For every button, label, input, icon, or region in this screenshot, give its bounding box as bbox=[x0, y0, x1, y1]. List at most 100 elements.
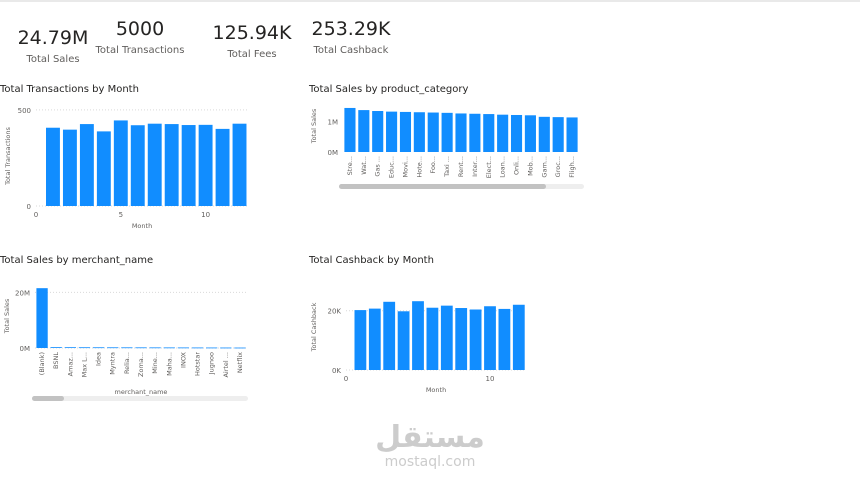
bar bbox=[455, 308, 468, 370]
x-category-label: Hotstar bbox=[194, 352, 202, 376]
bar bbox=[113, 120, 128, 206]
x-category-label: Wat... bbox=[360, 156, 368, 175]
y-tick-label: 500 bbox=[18, 107, 31, 115]
bar bbox=[469, 113, 481, 152]
kpi-label: Total Transactions bbox=[95, 45, 185, 56]
chart-title-cashback-by-month: Total Cashback by Month bbox=[309, 255, 434, 266]
x-category-label: Netflix bbox=[236, 352, 244, 373]
kpi-value: 253.29K bbox=[311, 18, 391, 40]
bar bbox=[191, 347, 204, 349]
bar bbox=[440, 305, 453, 370]
bar bbox=[512, 304, 525, 370]
bar bbox=[344, 107, 356, 152]
bar bbox=[220, 347, 232, 349]
x-category-label: Hote... bbox=[415, 156, 423, 178]
x-tick-label: 5 bbox=[119, 211, 123, 219]
y-tick-label: 20K bbox=[328, 308, 342, 316]
bar bbox=[206, 347, 218, 349]
scrollbar-thumb[interactable] bbox=[32, 396, 64, 401]
watermark-logo: مستقل mostaql.com bbox=[370, 422, 490, 471]
kpi-total-sales[interactable]: 24.79M Total Sales bbox=[10, 27, 96, 67]
x-tick-label: 10 bbox=[486, 375, 495, 383]
y-tick-label: 20M bbox=[15, 289, 30, 297]
bar bbox=[164, 124, 179, 206]
kpi-value: 5000 bbox=[115, 18, 165, 40]
x-category-label: Gam... bbox=[540, 156, 548, 178]
x-category-label: Inter... bbox=[471, 156, 479, 177]
x-category-label: Idea bbox=[95, 352, 103, 366]
x-category-label: Rent... bbox=[457, 156, 465, 177]
kpi-label: Total Cashback bbox=[313, 45, 389, 56]
bar bbox=[497, 114, 509, 152]
x-axis-title: Month bbox=[426, 386, 446, 394]
bar bbox=[386, 111, 398, 152]
x-category-label: Mob... bbox=[526, 156, 534, 176]
chart-sales-by-merchant[interactable]: 0M 20M (Blank) BSNL Amaz... Max L... Idea Myntr… bbox=[0, 278, 260, 398]
bar bbox=[399, 111, 412, 152]
x-category-label: Elect... bbox=[485, 156, 493, 178]
bar bbox=[234, 347, 246, 349]
bar bbox=[198, 124, 213, 206]
bar bbox=[368, 308, 381, 370]
x-category-label: INOX bbox=[179, 351, 187, 367]
bar bbox=[163, 347, 175, 349]
x-category-label: Foo... bbox=[429, 156, 437, 174]
bar bbox=[426, 307, 439, 370]
x-category-label: Taxi ... bbox=[443, 156, 451, 178]
kpi-label: Total Sales bbox=[26, 54, 80, 65]
y-tick-label: 0M bbox=[328, 149, 339, 157]
x-category-label: Zoma... bbox=[137, 352, 145, 377]
x-category-label: Fligh... bbox=[568, 156, 576, 178]
x-category-label: Max L... bbox=[80, 352, 88, 377]
bar bbox=[441, 112, 453, 152]
bar bbox=[397, 311, 410, 370]
chart-title-sales-by-category: Total Sales by product_category bbox=[309, 84, 469, 95]
chart-transactions-by-month[interactable]: 0 500 0 5 10 Total Transactions Month bbox=[0, 98, 260, 238]
bar bbox=[107, 347, 119, 349]
bar bbox=[455, 113, 467, 152]
kpi-value: 125.94K bbox=[212, 22, 292, 44]
top-border bbox=[0, 0, 860, 2]
bar bbox=[358, 110, 370, 152]
bar bbox=[177, 347, 190, 349]
y-tick-label: 0K bbox=[332, 367, 341, 375]
kpi-total-transactions[interactable]: 5000 Total Transactions bbox=[92, 18, 188, 58]
bar bbox=[372, 111, 384, 152]
bar bbox=[354, 310, 367, 370]
chart-cashback-by-month[interactable]: 0K 20K 0 10 Total Cashback Month bbox=[300, 278, 540, 398]
bar bbox=[121, 347, 133, 349]
bar bbox=[96, 131, 111, 206]
merchant-chart-scrollbar[interactable] bbox=[32, 396, 248, 401]
kpi-value: 24.79M bbox=[17, 27, 89, 49]
x-tick-label: 0 bbox=[344, 375, 348, 383]
chart-title-transactions-by-month: Total Transactions by Month bbox=[0, 84, 139, 95]
bar bbox=[149, 347, 161, 349]
bar bbox=[215, 128, 230, 206]
bar bbox=[181, 125, 196, 206]
x-category-label: Educ... bbox=[388, 156, 396, 178]
bar bbox=[383, 301, 396, 370]
kpi-label: Total Fees bbox=[227, 49, 277, 60]
kpi-total-fees[interactable]: 125.94K Total Fees bbox=[208, 22, 296, 62]
bar bbox=[79, 124, 94, 206]
x-category-label: Onli... bbox=[513, 156, 521, 175]
y-tick-label: 0 bbox=[27, 203, 31, 211]
x-category-label: Relia... bbox=[123, 352, 131, 374]
y-axis-title: Total Sales bbox=[3, 298, 11, 334]
x-category-label: Jugnoo bbox=[208, 352, 216, 375]
bar bbox=[427, 112, 439, 152]
bar bbox=[62, 129, 77, 206]
y-axis-title: Total Cashback bbox=[310, 302, 318, 352]
x-category-label: Airtel ... bbox=[222, 352, 230, 378]
chart-title-sales-by-merchant: Total Sales by merchant_name bbox=[0, 255, 154, 266]
scrollbar-thumb[interactable] bbox=[339, 184, 546, 189]
kpi-total-cashback[interactable]: 253.29K Total Cashback bbox=[306, 18, 396, 58]
chart-sales-by-category[interactable]: 0M 1M Stre... Wat... Gas ... Educ... Movi... Ho… bbox=[300, 98, 590, 188]
x-tick-label: 0 bbox=[34, 211, 38, 219]
x-category-label: Amaz... bbox=[66, 352, 74, 376]
bar bbox=[135, 347, 147, 349]
x-category-label: Myntra bbox=[109, 352, 117, 375]
bar bbox=[64, 347, 76, 349]
category-chart-scrollbar[interactable] bbox=[339, 184, 584, 189]
bar bbox=[50, 347, 62, 348]
